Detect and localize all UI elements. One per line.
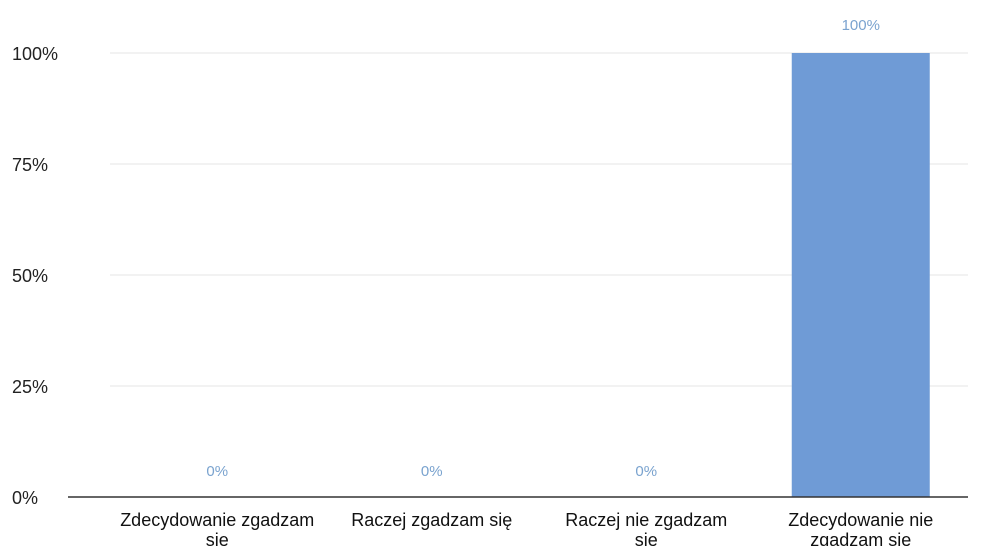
bar-value-label: 0% [421, 463, 443, 480]
bar-value-label: 0% [206, 463, 228, 480]
y-tick-label: 0% [12, 488, 38, 508]
y-tick-label: 25% [12, 377, 48, 397]
bar-value-label: 0% [635, 463, 657, 480]
y-tick-label: 50% [12, 266, 48, 286]
x-category-label: Raczej zgadzam się [351, 510, 512, 530]
x-category-label: Raczej nie zgadzam się [565, 510, 727, 546]
y-tick-label: 100% [12, 44, 58, 64]
bars [791, 53, 930, 497]
y-tick-label: 75% [12, 155, 48, 175]
bar-value-label: 100% [842, 17, 880, 34]
labels: 0% 25% 50% 75% 100% 0% Zdecydowanie zgadzam się… [12, 17, 933, 546]
bar [791, 53, 930, 497]
x-category-label: Zdecydowanie zgadzam się [120, 510, 314, 546]
x-category-label: Zdecydowanie nie zgadzam się [788, 510, 933, 546]
